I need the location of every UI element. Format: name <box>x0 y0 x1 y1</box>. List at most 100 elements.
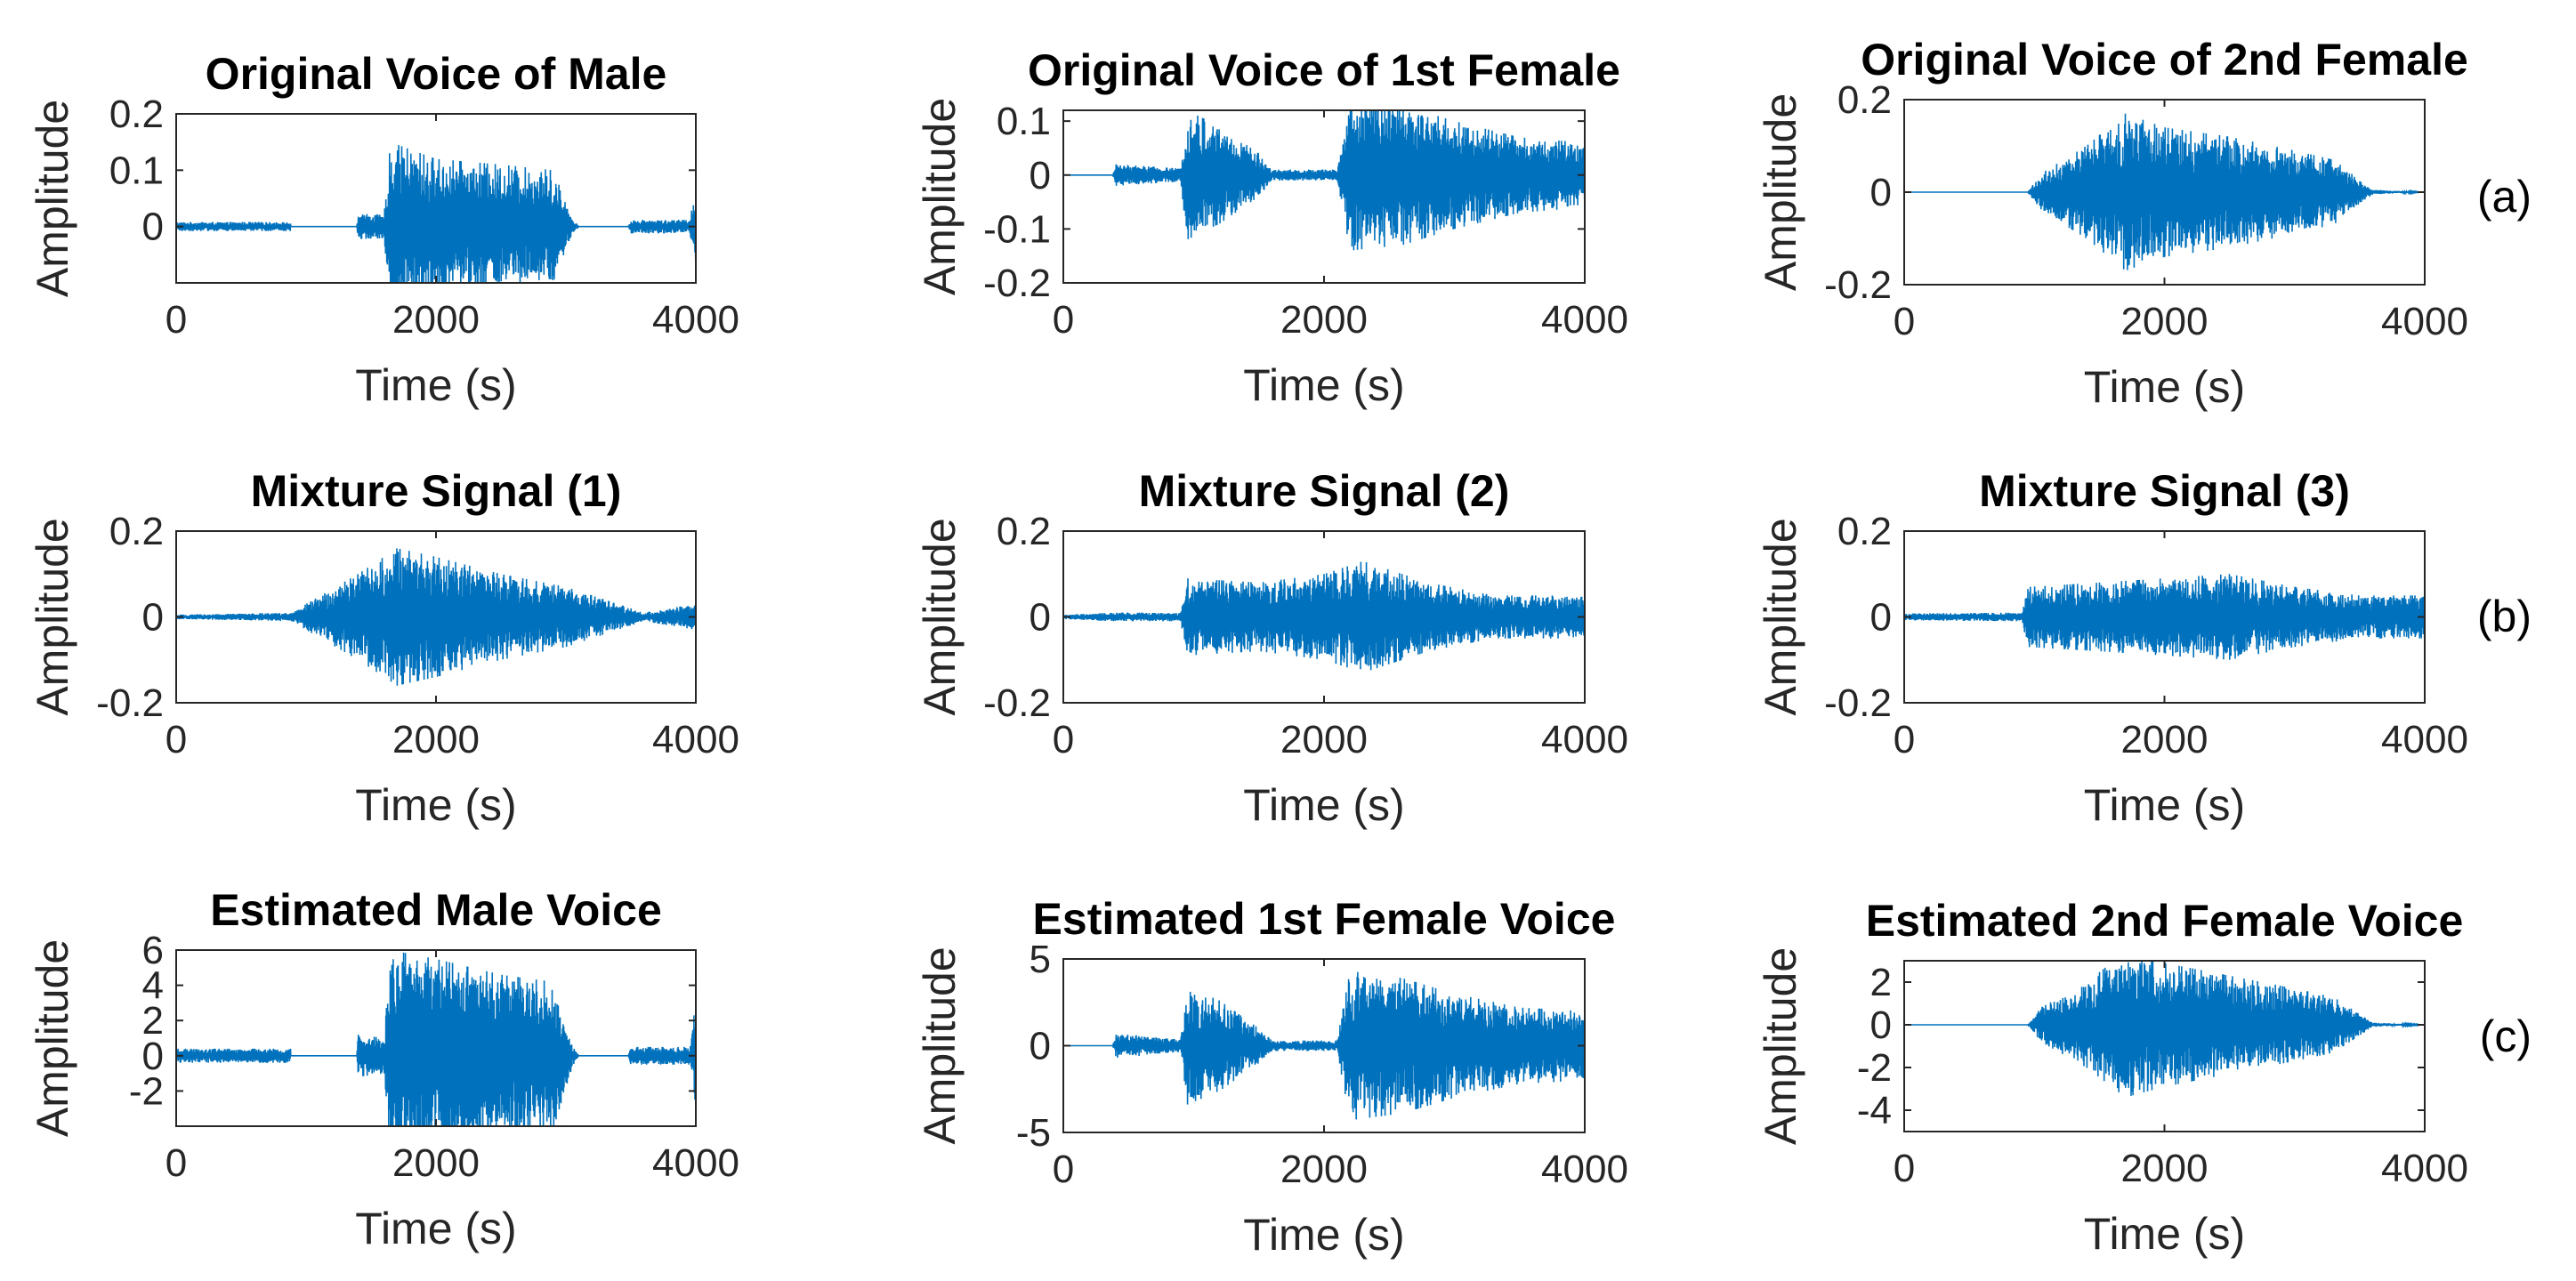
y-tick-label: -0.2 <box>983 681 1051 725</box>
x-tick-label: 2000 <box>1280 1148 1368 1191</box>
y-axis-label: Amplitude <box>1756 518 1805 715</box>
waveform-series <box>1904 574 2425 660</box>
y-tick-label: 0 <box>142 1035 164 1078</box>
x-axis-label: Time (s) <box>2084 1209 2245 1259</box>
chart-title: Mixture Signal (3) <box>1979 466 2350 516</box>
x-tick-label: 2000 <box>2121 300 2209 343</box>
x-tick-label: 0 <box>1894 300 1915 343</box>
y-tick-label: 0.2 <box>109 510 164 553</box>
y-axis-label: Amplitude <box>915 98 965 295</box>
x-tick-label: 2000 <box>1280 298 1368 342</box>
y-tick-label: 0.2 <box>109 93 164 136</box>
x-tick-label: 2000 <box>1280 718 1368 761</box>
y-tick-label: 0.2 <box>1837 78 1892 122</box>
y-tick-label: 4 <box>142 964 164 1008</box>
waveform-series <box>176 145 696 283</box>
y-tick-label: 0 <box>142 205 164 249</box>
y-axis-label: Amplitude <box>1756 93 1805 291</box>
x-tick-label: 0 <box>166 1141 187 1185</box>
y-tick-label: -4 <box>1857 1089 1892 1132</box>
y-tick-label: 2 <box>1870 961 1892 1004</box>
panel-1: 0 2000 4000 0 0.1 0.2 Original Voice of Male Ti… <box>28 49 739 410</box>
y-tick-label: 0 <box>1870 171 1892 214</box>
x-tick-label: 4000 <box>2381 718 2468 761</box>
waveform-series <box>1063 110 1585 251</box>
chart-title: Estimated 2nd Female Voice <box>1866 896 2464 946</box>
x-tick-label: 4000 <box>1541 298 1628 342</box>
x-axis-label: Time (s) <box>2084 780 2245 830</box>
row-label-c: (c) <box>2480 1011 2532 1061</box>
x-axis-label: Time (s) <box>2084 362 2245 412</box>
y-axis-label: Amplitude <box>28 939 77 1137</box>
y-tick-label: 0.2 <box>997 510 1051 553</box>
y-tick-label: 0.2 <box>1837 510 1892 553</box>
y-tick-label: 0 <box>1030 1025 1051 1068</box>
y-tick-label: 0 <box>1870 596 1892 640</box>
waveform-series <box>1063 561 1585 671</box>
x-tick-label: 2000 <box>392 298 480 342</box>
x-tick-label: 2000 <box>2121 1147 2209 1190</box>
y-axis-label: Amplitude <box>28 518 77 715</box>
y-tick-label: 0.1 <box>109 149 164 192</box>
y-tick-label: -0.2 <box>983 262 1051 305</box>
x-tick-label: 4000 <box>1541 718 1628 761</box>
x-tick-label: 0 <box>166 718 187 761</box>
x-tick-label: 0 <box>1894 718 1915 761</box>
x-tick-label: 4000 <box>652 298 739 342</box>
y-tick-label: 0 <box>1030 596 1051 640</box>
y-axis-label: Amplitude <box>915 518 965 715</box>
x-axis-label: Time (s) <box>355 780 516 830</box>
x-tick-label: 0 <box>1053 298 1074 342</box>
y-tick-label: 0 <box>1030 154 1051 197</box>
chart-title: Mixture Signal (1) <box>251 466 622 516</box>
x-axis-label: Time (s) <box>1243 360 1404 410</box>
x-axis-label: Time (s) <box>1243 780 1404 830</box>
waveform-series <box>1904 961 2425 1096</box>
x-tick-label: 4000 <box>652 718 739 761</box>
waveform-series <box>1063 971 1585 1120</box>
x-tick-label: 2000 <box>2121 718 2209 761</box>
row-label-b: (b) <box>2477 592 2532 641</box>
y-tick-label: -2 <box>129 1069 164 1113</box>
y-tick-label: -0.2 <box>1824 263 1892 307</box>
x-tick-label: 2000 <box>392 718 480 761</box>
y-tick-label: 5 <box>1030 938 1051 981</box>
x-tick-label: 0 <box>1053 718 1074 761</box>
waveform-series <box>176 548 696 686</box>
y-tick-label: -0.2 <box>1824 681 1892 725</box>
chart-title: Original Voice of Male <box>206 49 667 99</box>
chart-title: Estimated Male Voice <box>210 885 662 935</box>
y-axis-label: Amplitude <box>915 947 965 1144</box>
x-axis-label: Time (s) <box>355 360 516 410</box>
y-tick-label: 0 <box>1870 1003 1892 1047</box>
row-label-a: (a) <box>2477 172 2532 222</box>
y-tick-label: 2 <box>142 999 164 1043</box>
chart-title: Original Voice of 2nd Female <box>1861 35 2468 85</box>
x-tick-label: 4000 <box>1541 1148 1628 1191</box>
x-tick-label: 0 <box>166 298 187 342</box>
x-axis-label: Time (s) <box>355 1204 516 1253</box>
chart-title: Estimated 1st Female Voice <box>1033 894 1616 944</box>
x-tick-label: 4000 <box>2381 1147 2468 1190</box>
x-tick-label: 2000 <box>392 1141 480 1185</box>
x-tick-label: 4000 <box>652 1141 739 1185</box>
y-tick-label: -0.1 <box>983 207 1051 251</box>
x-axis-label: Time (s) <box>1243 1210 1404 1260</box>
y-tick-label: -0.2 <box>96 681 164 725</box>
x-tick-label: 0 <box>1053 1148 1074 1191</box>
waveform-series <box>1904 113 2425 270</box>
y-tick-label: 0 <box>142 596 164 640</box>
x-tick-label: 0 <box>1894 1147 1915 1190</box>
y-axis-label: Amplitude <box>1756 947 1805 1145</box>
chart-title: Original Voice of 1st Female <box>1028 45 1620 95</box>
y-axis-label: Amplitude <box>28 100 77 297</box>
y-tick-label: -2 <box>1857 1046 1892 1090</box>
